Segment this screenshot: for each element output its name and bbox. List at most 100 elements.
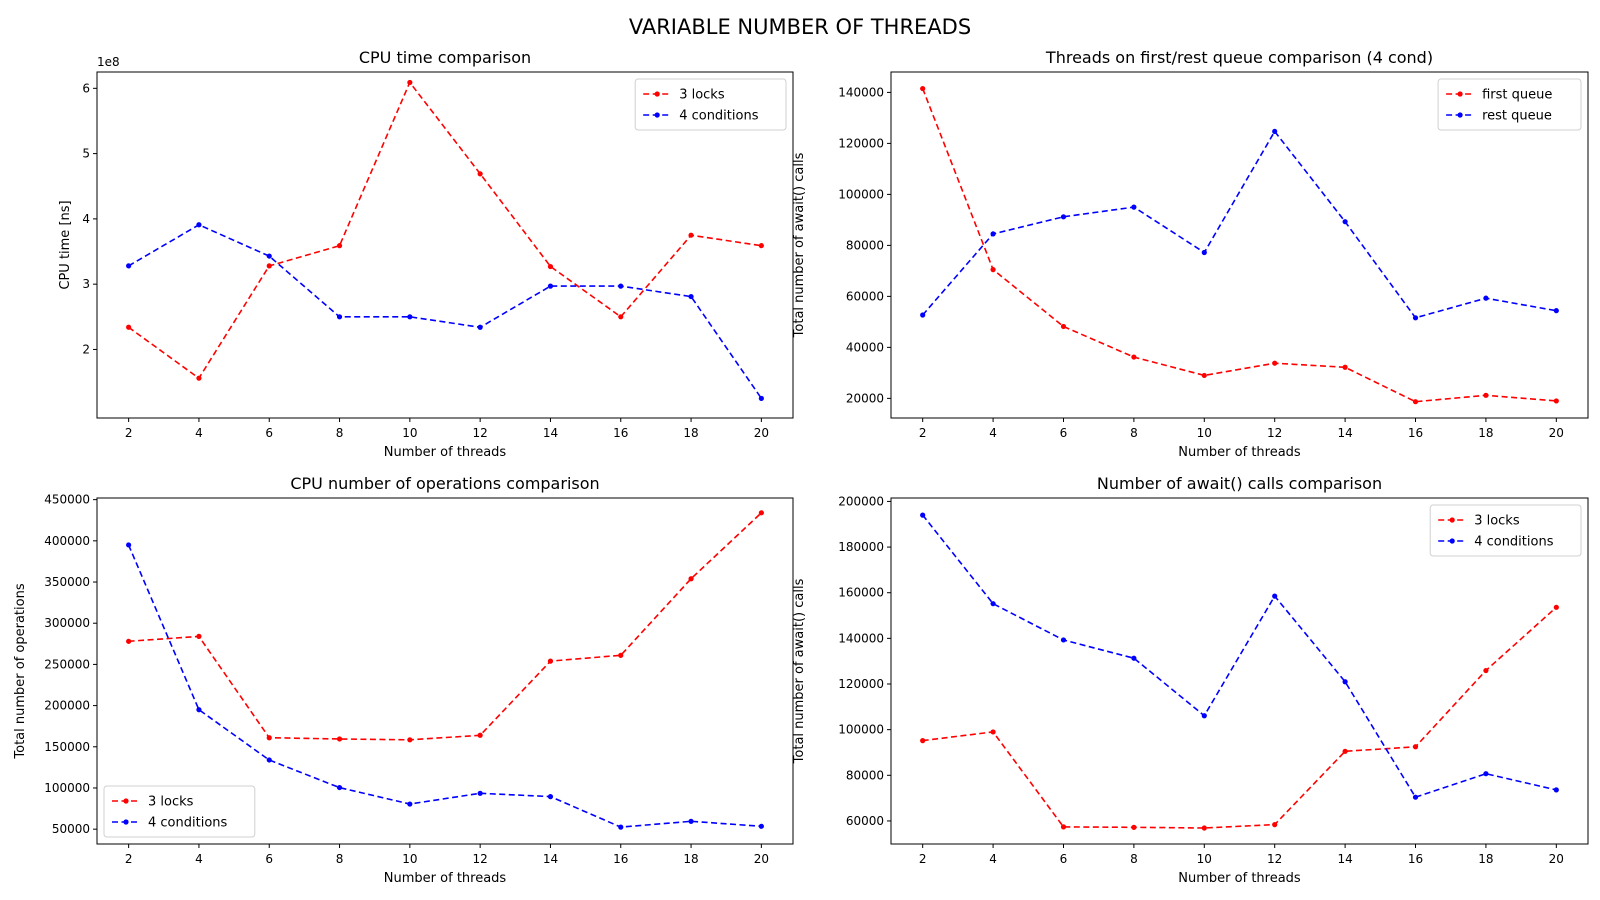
chart-1-point-3-locks — [547, 263, 554, 270]
chart-1-point-3-locks — [618, 314, 624, 320]
chart-4-y-axis-label: Total number of await() calls — [792, 578, 807, 764]
chart-2-y-tick-label: 80000 — [846, 238, 884, 252]
chart-3-legend-marker-4-conditions — [123, 819, 129, 825]
chart-2-title: Threads on first/rest queue comparison (… — [1045, 48, 1433, 67]
chart-4-y-tick-label: 160000 — [838, 586, 884, 600]
chart-4-series-line-4-conditions — [922, 514, 1557, 799]
chart-3-series-line-3-locks — [128, 512, 762, 741]
chart-4-x-tick-label: 12 — [1267, 852, 1282, 866]
chart-1-y-offset-text: 1e8 — [97, 55, 120, 69]
chart-2-legend: first queue rest queue — [1437, 78, 1582, 131]
chart-1-point-3-locks — [126, 324, 132, 330]
chart-3-x-tick-label: 12 — [473, 852, 488, 866]
chart-4-point-4-conditions — [920, 512, 926, 518]
chart-1-legend: 3 locks 4 conditions — [634, 78, 787, 131]
chart-1-x-tick-label: 6 — [265, 426, 273, 440]
chart-2-y-tick-label: 60000 — [846, 289, 884, 303]
chart-3-y-tick-label: 450000 — [44, 493, 90, 507]
chart-3-point-3-locks — [336, 736, 343, 742]
chart-4-legend-marker-4-conditions — [1449, 538, 1455, 544]
chart-4-x-tick-label: 4 — [989, 852, 997, 866]
chart-3-x-tick-label: 8 — [336, 852, 344, 866]
chart-3-point-3-locks — [126, 638, 132, 644]
chart-1-point-4-conditions — [407, 314, 413, 320]
chart-3-x-tick-label: 10 — [402, 852, 417, 866]
chart-2-point-rest-queue — [1553, 308, 1559, 314]
chart-2-point-rest-queue — [1060, 214, 1067, 220]
chart-1-y-tick-label: 5 — [82, 147, 90, 161]
chart-2-point-rest-queue — [1272, 128, 1278, 135]
chart-2-point-first-queue — [990, 267, 996, 273]
chart-1-point-3-locks — [336, 243, 343, 249]
chart-1-point-4-conditions — [758, 395, 764, 402]
chart-2-point-rest-queue — [920, 312, 926, 318]
chart-2: Threads on first/rest queue comparison (… — [792, 48, 1589, 460]
chart-4-point-3-locks — [990, 729, 996, 735]
chart-4-point-4-conditions — [990, 601, 996, 607]
chart-4-y-tick-label: 180000 — [838, 540, 884, 554]
chart-4-legend-label-3-locks: 3 locks — [1474, 514, 1520, 529]
chart-4-y-tick-label: 120000 — [838, 677, 884, 691]
chart-4: Number of await() calls comparison 2 4 6 8 10… — [792, 474, 1589, 886]
chart-1-point-4-conditions — [618, 283, 624, 289]
chart-4-legend-frame — [1429, 504, 1582, 557]
chart-3-y-tick-label: 50000 — [52, 822, 90, 836]
chart-3-point-3-locks — [266, 735, 272, 741]
chart-4-x-tick-label: 14 — [1337, 852, 1352, 866]
chart-2-point-rest-queue — [1131, 204, 1137, 210]
chart-4-point-3-locks — [1412, 744, 1419, 750]
chart-2-y-tick-label: 20000 — [846, 391, 884, 405]
chart-2-x-tick-label: 4 — [989, 426, 997, 440]
chart-4-x-tick-label: 16 — [1408, 852, 1423, 866]
chart-3-legend-label-4-conditions: 4 conditions — [148, 816, 228, 831]
chart-3-point-4-conditions — [688, 818, 694, 824]
chart-4-point-3-locks — [1483, 667, 1489, 674]
chart-2-x-tick-label: 8 — [1130, 426, 1138, 440]
chart-3-y-tick-label: 400000 — [44, 534, 90, 548]
chart-3-y-tick-label: 250000 — [44, 657, 90, 671]
chart-1-point-3-locks — [477, 171, 483, 177]
chart-3-y-tick-label: 300000 — [44, 616, 90, 630]
chart-1-legend-label-4-conditions: 4 conditions — [679, 109, 759, 124]
chart-3-y-tick-label: 200000 — [44, 699, 90, 713]
chart-4-point-4-conditions — [1272, 593, 1278, 599]
chart-3-x-tick-label: 14 — [543, 852, 558, 866]
chart-1: CPU time comparison 2 4 6 8 10 12 14 16 18 20 2 3 4 5 6… — [58, 48, 794, 460]
chart-3-legend-label-3-locks: 3 locks — [148, 795, 194, 810]
chart-3-y-axis-label: Total number of operations — [13, 583, 28, 759]
chart-1-title: CPU time comparison — [359, 48, 531, 67]
chart-1-x-tick-label: 18 — [683, 426, 698, 440]
figure-suptitle: VARIABLE NUMBER OF THREADS — [629, 15, 971, 39]
chart-3-x-tick-label: 2 — [125, 852, 133, 866]
chart-1-point-4-conditions — [477, 324, 483, 330]
chart-1-axes-frame — [96, 71, 794, 419]
chart-1-legend-marker-3-locks — [654, 91, 660, 97]
chart-2-x-tick-label: 12 — [1267, 426, 1282, 440]
chart-1-y-tick-label: 4 — [82, 212, 90, 226]
chart-3-point-4-conditions — [266, 757, 272, 763]
chart-4-point-4-conditions — [1342, 679, 1348, 685]
chart-2-x-tick-label: 18 — [1478, 426, 1493, 440]
chart-2-point-first-queue — [1272, 360, 1278, 366]
chart-3-point-3-locks — [196, 633, 202, 640]
chart-2-point-first-queue — [1483, 392, 1489, 398]
chart-1-point-3-locks — [196, 375, 202, 381]
chart-4-point-3-locks — [1131, 824, 1137, 830]
chart-4-legend-label-4-conditions: 4 conditions — [1474, 535, 1554, 550]
chart-4-y-tick-label: 200000 — [838, 494, 884, 508]
chart-1-point-4-conditions — [126, 263, 132, 269]
chart-2-point-rest-queue — [1412, 315, 1419, 321]
chart-1-legend-label-3-locks: 3 locks — [679, 88, 725, 103]
chart-2-point-first-queue — [920, 85, 926, 92]
chart-2-point-rest-queue — [1483, 295, 1489, 301]
chart-2-point-first-queue — [1201, 372, 1207, 379]
chart-3-point-4-conditions — [618, 824, 624, 830]
chart-2-legend-marker-rest-queue — [1457, 112, 1463, 118]
chart-3-x-tick-label: 16 — [613, 852, 628, 866]
chart-3-point-4-conditions — [336, 784, 343, 791]
chart-3-point-4-conditions — [196, 707, 202, 713]
chart-4-x-tick-label: 18 — [1478, 852, 1493, 866]
chart-2-y-tick-label: 120000 — [838, 136, 884, 150]
chart-1-point-4-conditions — [547, 283, 554, 289]
